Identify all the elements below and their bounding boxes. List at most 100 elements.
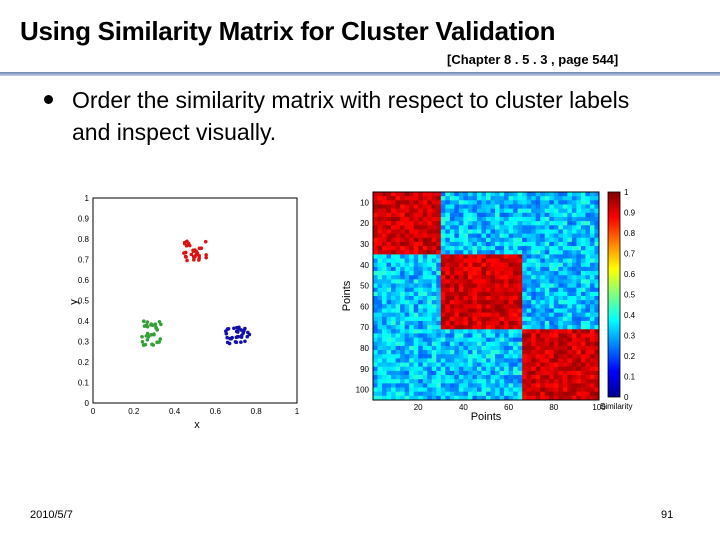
matrix-cell <box>513 279 519 284</box>
matrix-cell <box>445 241 451 247</box>
matrix-cell <box>504 337 509 343</box>
matrix-cell <box>486 337 491 343</box>
matrix-cell <box>531 262 537 268</box>
matrix-cell <box>544 379 550 384</box>
matrix-cell <box>535 296 541 301</box>
scatter-point <box>237 325 241 330</box>
matrix-cell <box>567 216 573 222</box>
matrix-cell <box>567 271 573 276</box>
matrix-cell <box>535 375 541 380</box>
matrix-cell <box>467 337 473 343</box>
matrix-cell <box>508 212 514 218</box>
matrix-cell <box>576 383 582 388</box>
matrix-cell <box>535 283 541 289</box>
matrix-cell <box>571 383 577 388</box>
matrix-cell <box>445 387 451 393</box>
matrix-cell <box>513 233 519 239</box>
matrix-cell <box>531 283 537 289</box>
matrix-cell <box>382 362 387 368</box>
matrix-cell <box>553 200 559 205</box>
matrix-cell <box>567 333 573 338</box>
matrix-cell <box>567 200 573 205</box>
matrix-cell <box>585 320 591 326</box>
matrix-cell <box>463 221 469 226</box>
matrix-cell <box>427 296 433 301</box>
matrix-cell <box>535 391 541 397</box>
matrix-cell <box>558 266 564 272</box>
matrix-cell <box>526 221 532 226</box>
matrix-cell <box>445 271 451 276</box>
matrix-cell <box>589 241 595 247</box>
matrix-cell <box>386 208 392 214</box>
scatter-frame <box>92 197 298 404</box>
matrix-cell <box>499 308 505 314</box>
matrix-cell <box>436 350 442 355</box>
scatter-point <box>152 332 156 336</box>
matrix-cell <box>495 333 500 338</box>
matrix-cell <box>391 300 396 305</box>
matrix-cell <box>504 221 509 226</box>
matrix-cell <box>580 271 586 276</box>
matrix-cell <box>562 279 568 284</box>
matrix-cell <box>522 250 528 255</box>
matrix-cell <box>467 300 473 305</box>
scatter-point <box>225 340 230 345</box>
matrix-cell <box>513 196 519 201</box>
matrix-cell <box>522 266 528 272</box>
matrix-cell <box>467 358 473 363</box>
matrix-cell <box>386 296 392 301</box>
matrix-cell <box>499 383 505 388</box>
matrix-cell <box>391 196 396 201</box>
matrix-cell <box>490 354 496 359</box>
matrix-cell <box>409 362 415 368</box>
matrix-cell <box>422 229 428 234</box>
matrix-cell <box>413 320 419 326</box>
matrix-cell <box>562 254 568 259</box>
matrix-cell <box>382 333 387 338</box>
matrix-cell <box>386 225 392 230</box>
matrix-cell <box>580 208 586 214</box>
matrix-cell <box>413 283 419 289</box>
matrix-cell <box>422 208 428 214</box>
matrix-cell <box>391 341 396 347</box>
matrix-cell <box>413 258 419 264</box>
matrix-cell <box>395 221 401 226</box>
matrix-cell <box>558 366 564 372</box>
matrix-cell <box>440 212 446 218</box>
matrix-cell <box>418 387 424 393</box>
matrix-cell <box>499 362 505 368</box>
matrix-cell <box>549 208 555 214</box>
scatter-point <box>242 328 246 333</box>
matrix-cell <box>495 350 500 355</box>
title-divider <box>0 72 720 76</box>
matrix-cell <box>404 287 410 293</box>
matrix-cell <box>576 241 582 247</box>
matrix-cell <box>454 208 460 214</box>
matrix-cell <box>531 254 537 259</box>
matrix-cell <box>395 366 401 372</box>
matrix-cell <box>377 275 383 280</box>
matrix-cell <box>544 237 550 243</box>
matrix-cell <box>499 283 505 289</box>
matrix-cell <box>549 375 555 380</box>
matrix-y-tick: 70 <box>360 323 369 332</box>
matrix-cell <box>400 250 406 255</box>
matrix-cell <box>571 395 577 401</box>
matrix-cell <box>418 362 424 368</box>
colorbar <box>607 191 621 398</box>
matrix-cell <box>571 320 577 326</box>
matrix-cell <box>373 395 378 401</box>
matrix-cell <box>440 366 446 372</box>
matrix-cell <box>567 312 573 318</box>
matrix-cell <box>517 391 523 397</box>
matrix-cell <box>382 341 387 347</box>
matrix-cell <box>400 216 406 222</box>
matrix-cell <box>571 375 577 380</box>
matrix-cell <box>531 329 537 334</box>
matrix-cell <box>418 316 424 322</box>
matrix-cell <box>490 379 496 384</box>
matrix-cell <box>558 192 564 197</box>
matrix-cell <box>440 320 446 326</box>
matrix-cell <box>481 362 487 368</box>
matrix-cell <box>440 262 446 268</box>
